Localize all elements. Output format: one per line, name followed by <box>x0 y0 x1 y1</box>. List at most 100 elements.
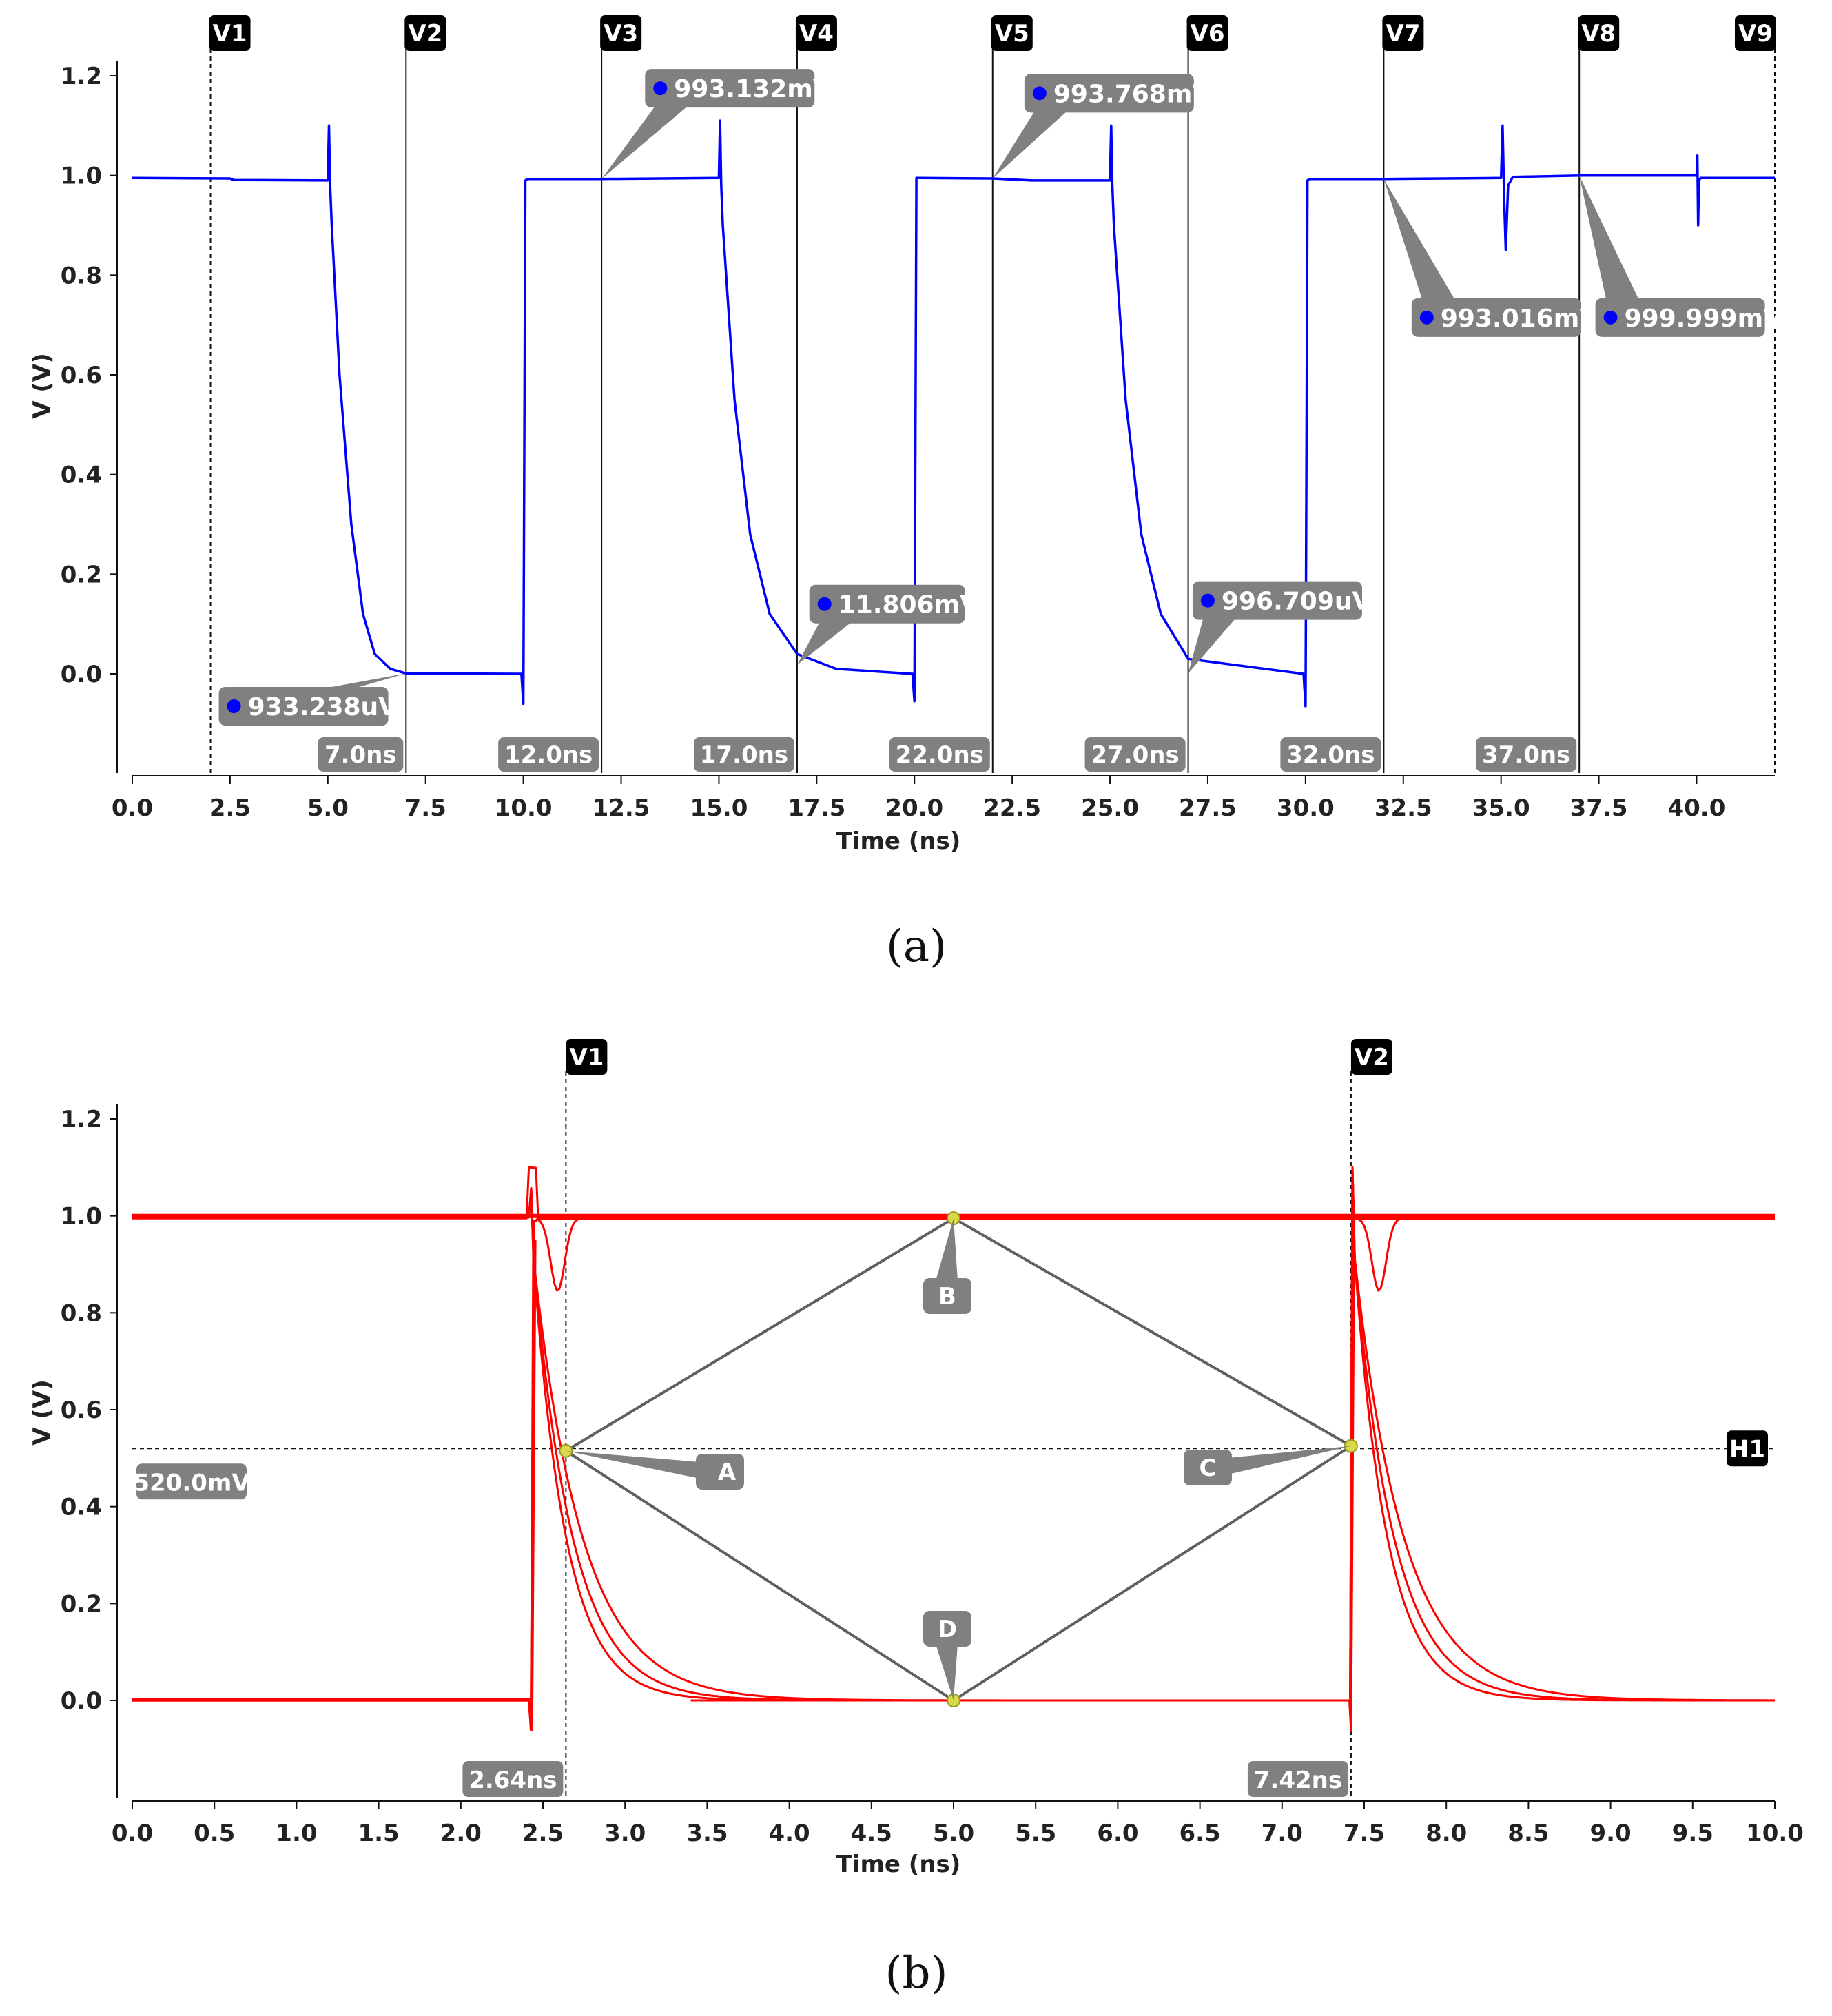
eye-label-text: B <box>938 1283 956 1310</box>
cursor-time-v3-bg <box>498 737 599 772</box>
cursor-time-v7-text: 32.0ns <box>1286 741 1375 769</box>
marker-pointer <box>316 673 406 690</box>
y-tick-label: 0.4 <box>61 1494 102 1521</box>
eye-label-text: C <box>1200 1454 1217 1482</box>
y-tick-label: 1.0 <box>61 163 102 190</box>
marker-box <box>1411 298 1581 337</box>
marker-box <box>809 584 965 624</box>
y-tick-label: 1.0 <box>61 1203 102 1231</box>
cursor-tag-v5[interactable]: V5 <box>991 15 1033 51</box>
cursor-time-v2-text: 7.42ns <box>1254 1767 1342 1794</box>
x-axis-label-a: Time (ns) <box>836 827 961 855</box>
x-tick-label: 15.0 <box>690 794 748 822</box>
y-axis-label-b: V (V) <box>28 1379 56 1446</box>
cursor-tag-v2-bg <box>404 15 446 51</box>
eye-edge-bc <box>953 1217 1352 1448</box>
x-tick-label: 40.0 <box>1668 794 1726 822</box>
x-tick-label: 0.0 <box>112 1820 153 1847</box>
cursor-tag-v8-label: V8 <box>1581 20 1616 48</box>
eye-edge-da <box>565 1450 955 1702</box>
marker-callout: 993.768mV <box>992 74 1211 179</box>
x-tick-label: 37.5 <box>1570 794 1628 822</box>
y-tick-label: 1.2 <box>61 63 102 90</box>
cursor-time-v8: 37.0ns <box>1476 737 1577 772</box>
cursor-time-v2-bg <box>1247 1761 1348 1797</box>
x-tick-label: 4.0 <box>768 1820 810 1847</box>
x-tick-label: 2.0 <box>440 1820 482 1847</box>
marker-pointer <box>796 620 854 665</box>
cursor-time-v7: 32.0ns <box>1280 737 1381 772</box>
cursor-time-v3: 12.0ns <box>498 737 599 772</box>
cursor-tag-h1[interactable]: H1 <box>1727 1430 1768 1467</box>
marker-pointer <box>1188 617 1237 674</box>
cursor-tag-v2[interactable]: V2 <box>404 15 446 51</box>
cursor-time-v4: 17.0ns <box>693 737 794 772</box>
cursor-tag-v1[interactable]: V1 <box>209 15 251 51</box>
cursor-tag-v3[interactable]: V3 <box>600 15 642 51</box>
marker-box <box>1192 581 1362 620</box>
marker-box <box>218 687 389 726</box>
x-tick-label: 8.5 <box>1507 1820 1549 1847</box>
marker-box <box>645 69 815 108</box>
cursor-tag-v2[interactable]: V2 <box>1350 1039 1392 1075</box>
cursor-tag-v6[interactable]: V6 <box>1186 15 1228 51</box>
eye-edge-cd <box>952 1445 1352 1702</box>
cursor-tags-b[interactable]: H1 V1 V2 <box>566 1039 1768 1467</box>
y-tick-label: 0.2 <box>61 1590 102 1618</box>
cursor-tag-v5-bg <box>991 15 1033 51</box>
panel-b: 520.0mV 2.64ns 7.42ns 0.0 0.5 1.0 1.5 2.0 2.5 3.… <box>28 1039 1804 1999</box>
cursor-time-v5: 22.0ns <box>889 737 990 772</box>
cursor-tag-v1[interactable]: V1 <box>566 1039 608 1075</box>
series-line-output <box>132 119 1775 708</box>
x-tick-label: 2.5 <box>522 1820 564 1847</box>
eye-edge-ab <box>565 1217 955 1452</box>
cursor-time-v5-bg <box>889 737 990 772</box>
x-tick-label: 35.0 <box>1472 794 1530 822</box>
x-tick-label: 9.5 <box>1672 1820 1713 1847</box>
cursor-tag-v9[interactable]: V9 <box>1735 15 1776 51</box>
cursor-tag-v1-bg <box>566 1039 608 1075</box>
marker-value: 993.016mV <box>1441 305 1598 333</box>
eye-label-box <box>923 1278 971 1314</box>
axes-b: 0.0 0.5 1.0 1.5 2.0 2.5 3.0 3.5 4.0 4.5 5.0 5.5 6.0 6… <box>61 1104 1804 1847</box>
y-tick-label: 0.6 <box>61 1397 102 1424</box>
marker-pointer <box>1579 175 1640 301</box>
marker-pointer <box>1383 178 1456 301</box>
cursor-time-v6-text: 27.0ns <box>1091 741 1179 769</box>
x-tick-label: 7.5 <box>1344 1820 1385 1847</box>
trace-rise-2 <box>1348 1215 1356 1732</box>
x-tick-label: 0.0 <box>112 794 153 822</box>
trace-low <box>132 1240 537 1731</box>
cursor-tag-v7-bg <box>1382 15 1424 51</box>
marker-value: 933.238uV <box>248 693 398 721</box>
cursor-time-v6-bg <box>1084 737 1186 772</box>
cursor-time-v1: 2.64ns <box>462 1761 564 1797</box>
marker-callout: 933.238uV <box>218 673 406 726</box>
x-tick-label: 4.5 <box>851 1820 892 1847</box>
x-tick-label: 5.5 <box>1015 1820 1056 1847</box>
cursor-tag-v7[interactable]: V7 <box>1382 15 1424 51</box>
x-tick-label: 10.0 <box>495 794 553 822</box>
marker-callout: 993.016mV <box>1383 178 1598 337</box>
eye-label-text: D <box>938 1616 957 1643</box>
cursor-value-h1: 520.0mV <box>133 1463 250 1500</box>
x-tick-label: 20.0 <box>885 794 943 822</box>
marker-value: 993.132mV <box>674 75 832 103</box>
eye-diagram-b: A B C D <box>559 1211 1358 1707</box>
cursor-tag-h1-bg <box>1727 1430 1768 1467</box>
cursor-tag-v4-label: V4 <box>799 20 834 48</box>
marker-dot <box>1032 86 1047 101</box>
cursor-tag-h1-label: H1 <box>1729 1435 1765 1463</box>
cursor-time-v4-text: 17.0ns <box>700 741 788 769</box>
eye-label-box <box>1184 1450 1232 1485</box>
cursor-tag-v8[interactable]: V8 <box>1578 15 1620 51</box>
y-tick-label: 0.8 <box>61 1299 102 1327</box>
eye-label-a: A <box>566 1450 744 1490</box>
cursor-tag-v4[interactable]: V4 <box>795 15 837 51</box>
marker-value: 999.999mV <box>1625 305 1782 333</box>
cursor-time-v1-text: 2.64ns <box>469 1767 557 1794</box>
cursor-tags-a[interactable]: V1 V2 V3 V4 V5 V6 V7 V8 V9 <box>209 15 1776 51</box>
cursor-tag-v7-label: V7 <box>1386 20 1420 48</box>
caption-b: (b) <box>885 1948 948 1999</box>
